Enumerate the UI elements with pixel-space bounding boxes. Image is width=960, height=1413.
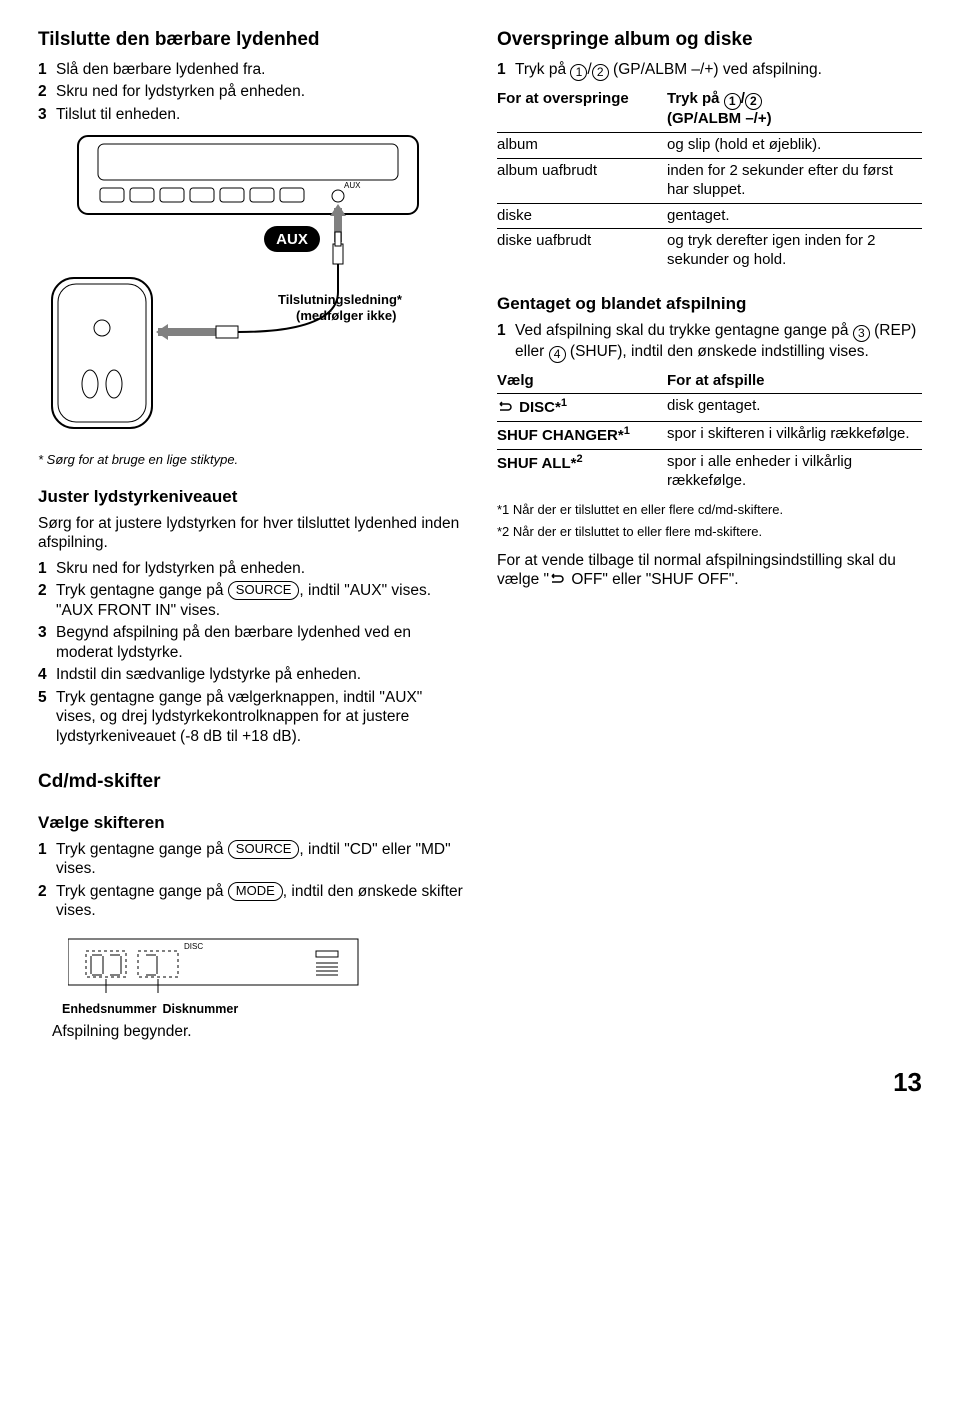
step-text: Skru ned for lydstyrken på enheden. <box>56 560 305 577</box>
table-cell: album uafbrudt <box>497 158 667 203</box>
heading-cdmd: Cd/md-skifter <box>38 770 463 794</box>
adjust-steps: 1Skru ned for lydstyrken på enheden. 2Tr… <box>38 559 463 747</box>
right-column: Overspringe album og diske 1Tryk på 1/2 … <box>497 28 922 1048</box>
step-text: Indstil din sædvanlige lydstyrke på enhe… <box>56 666 361 683</box>
play-table: Vælg For at afspille DISC*1 disk gentage… <box>497 369 922 494</box>
table-header: For at overspringe <box>497 87 667 132</box>
mode-button: MODE <box>228 882 283 901</box>
table-header: Vælg <box>497 369 667 394</box>
button-2-icon: 2 <box>745 93 762 110</box>
heading-choose: Vælge skifteren <box>38 812 463 833</box>
button-1-icon: 1 <box>724 93 741 110</box>
footnote-1: *1 Når der er tilsluttet en eller flere … <box>497 502 922 518</box>
return-normal: For at vende tilbage til normal afspilni… <box>497 551 922 590</box>
table-cell: inden for 2 sekunder efter du først har … <box>667 158 922 203</box>
adjust-intro: Sørg for at justere lydstyrken for hver … <box>38 514 463 553</box>
table-cell: spor i skifteren i vilkårlig rækkefølge. <box>667 422 922 450</box>
skip-table: For at overspringe Tryk på 1/2(GP/ALBM –… <box>497 87 922 273</box>
table-cell: spor i alle enheder i vilkårlig rækkeføl… <box>667 450 922 494</box>
repeat-icon <box>549 573 565 585</box>
choose-steps: 1Tryk gentagne gange på SOURCE, indtil "… <box>38 840 463 921</box>
heading-skip: Overspringe album og diske <box>497 28 922 52</box>
svg-text:AUX: AUX <box>276 231 308 248</box>
disc-small-label: DISC <box>184 942 203 951</box>
table-cell: gentaget. <box>667 203 922 229</box>
heading-adjust: Juster lydstyrkeniveauet <box>38 486 463 507</box>
table-cell: diske uafbrudt <box>497 229 667 273</box>
skip-step: 1Tryk på 1/2 (GP/ALBM –/+) ved afspilnin… <box>497 60 922 81</box>
step-text: Ved afspilning skal du trykke gentagne g… <box>515 322 916 360</box>
playback-begins: Afspilning begynder. <box>52 1022 463 1042</box>
repeat-icon <box>497 401 513 413</box>
source-button: SOURCE <box>228 840 300 859</box>
aux-small-label: AUX <box>344 181 361 190</box>
button-4-icon: 4 <box>549 346 566 363</box>
unit-number-label: Enhedsnummer <box>62 1002 156 1018</box>
step-text: Tryk gentagne gange på MODE, indtil den … <box>56 883 463 920</box>
source-button: SOURCE <box>228 581 300 600</box>
button-3-icon: 3 <box>853 325 870 342</box>
step-text: Tryk gentagne gange på SOURCE, indtil "A… <box>56 582 431 619</box>
step-text: Tryk gentagne gange på SOURCE, indtil "C… <box>56 841 451 878</box>
aux-diagram: AUX AUX <box>38 132 463 438</box>
heading-repeat: Gentaget og blandet afspilning <box>497 293 922 314</box>
step-text: Tryk gentagne gange på vælgerknappen, in… <box>56 689 422 745</box>
heading-connect: Tilslutte den bærbare lydenhed <box>38 28 463 52</box>
cable-caption-l1: Tilslutningsledning* <box>278 292 403 307</box>
connect-steps: 1Slå den bærbare lydenhed fra. 2Skru ned… <box>38 60 463 125</box>
button-1-icon: 1 <box>570 64 587 81</box>
step-text: Tryk på 1/2 (GP/ALBM –/+) ved afspilning… <box>515 61 822 78</box>
left-column: Tilslutte den bærbare lydenhed 1Slå den … <box>38 28 463 1048</box>
table-cell: SHUF ALL*2 <box>497 450 667 494</box>
page-number: 13 <box>38 1066 922 1099</box>
repeat-step: 1Ved afspilning skal du trykke gentagne … <box>497 321 922 363</box>
table-cell: DISC*1 <box>497 394 667 422</box>
display-diagram: DISC <box>68 931 463 1018</box>
button-2-icon: 2 <box>592 64 609 81</box>
table-cell: album <box>497 132 667 158</box>
step-text: Slå den bærbare lydenhed fra. <box>56 61 265 78</box>
table-cell: SHUF CHANGER*1 <box>497 422 667 450</box>
step-text: Skru ned for lydstyrken på enheden. <box>56 83 305 100</box>
step-text: Begynd afspilning på den bærbare lydenhe… <box>56 624 411 661</box>
step-text: Tilslut til enheden. <box>56 106 180 123</box>
disc-number-label: Disknummer <box>162 1002 238 1018</box>
table-header: Tryk på 1/2(GP/ALBM –/+) <box>667 87 922 132</box>
table-header: For at afspille <box>667 369 922 394</box>
table-cell: disk gentaget. <box>667 394 922 422</box>
footnote-2: *2 Når der er tilsluttet to eller flere … <box>497 524 922 540</box>
table-cell: diske <box>497 203 667 229</box>
stiktype-note: * Sørg for at bruge en lige stiktype. <box>38 452 463 468</box>
table-cell: og tryk derefter igen inden for 2 sekund… <box>667 229 922 273</box>
table-cell: og slip (hold et øjeblik). <box>667 132 922 158</box>
cable-caption-l2: (medfølger ikke) <box>296 308 396 323</box>
